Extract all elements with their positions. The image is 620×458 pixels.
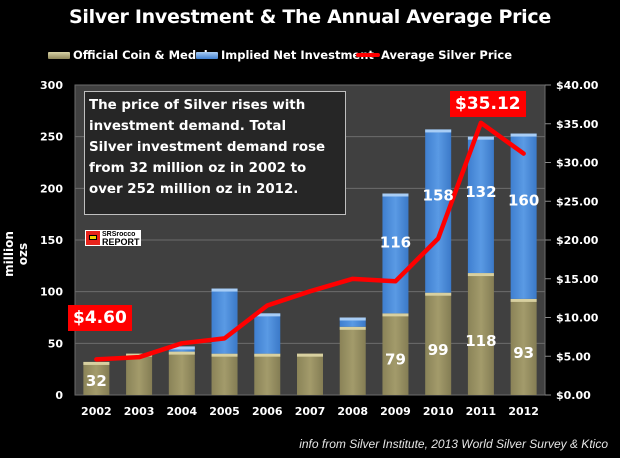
bar-coin-medal — [467, 273, 494, 395]
legend-item-price: Average Silver Price — [356, 48, 512, 62]
bar-coin-medal-cap — [254, 353, 281, 357]
bar-net-investment — [510, 133, 537, 299]
bar-net-investment-cap — [339, 317, 366, 321]
legend-item-coin: Official Coin & Medal — [48, 48, 208, 62]
logo-map-icon — [86, 231, 100, 245]
bar-coin-medal-cap — [297, 353, 323, 357]
bar-coin-medal-cap — [382, 313, 409, 317]
y2-tick-label: $20.00 — [556, 234, 599, 247]
legend-swatch-price — [356, 53, 380, 57]
legend-swatch-coin — [48, 51, 70, 59]
bar-net-investment-cap — [382, 193, 409, 197]
y2-tick-label: $40.00 — [556, 79, 599, 92]
annotation-line: from 32 million oz in 2002 to — [89, 161, 307, 176]
x-tick-label: 2010 — [423, 405, 454, 418]
annotation-line: investment demand. Total — [89, 119, 287, 134]
bar-net-investment — [467, 136, 494, 274]
y2-tick-label: $25.00 — [556, 195, 599, 208]
bar-net-investment — [211, 288, 238, 354]
bar-value-label: 160 — [508, 192, 539, 210]
annotation-box: The price of Silver rises with investmen… — [84, 91, 346, 215]
y2-tick-label: $5.00 — [556, 350, 591, 363]
bar-coin-medal-cap — [168, 351, 195, 355]
source-note: info from Silver Institute, 2013 World S… — [299, 437, 608, 451]
legend-label-coin: Official Coin & Medal — [73, 48, 208, 62]
y2-tick-label: $10.00 — [556, 312, 599, 325]
bar-coin-medal-cap — [467, 273, 494, 277]
x-tick-label: 2011 — [466, 405, 497, 418]
bar-value-label: 32 — [86, 372, 107, 390]
y2-tick-label: $0.00 — [556, 389, 591, 402]
bar-coin-medal — [297, 353, 323, 395]
bar-coin-medal — [425, 292, 452, 395]
y-tick-label: 200 — [40, 182, 63, 195]
bar-coin-medal-cap — [211, 353, 238, 357]
bar-value-label: 93 — [513, 344, 534, 362]
y2-tick-label: $15.00 — [556, 273, 599, 286]
x-tick-label: 2006 — [252, 405, 283, 418]
x-tick-label: 2002 — [81, 405, 112, 418]
bar-net-investment-cap — [211, 288, 238, 292]
bar-net-investment-cap — [510, 133, 537, 137]
bar-coin-medal — [168, 351, 195, 395]
bar-coin-medal-cap — [83, 361, 110, 365]
bar-value-label: 116 — [380, 233, 411, 251]
price-label-peak: $35.12 — [450, 91, 526, 117]
annotation-line: Silver investment demand rose — [89, 140, 326, 155]
bar-coin-medal-cap — [339, 326, 366, 330]
annotation-line: The price of Silver rises with — [89, 98, 306, 113]
legend-label-price: Average Silver Price — [381, 48, 513, 62]
bar-coin-medal — [510, 298, 537, 395]
bar-net-investment — [339, 317, 366, 327]
bar-coin-medal-cap — [510, 298, 537, 302]
x-tick-label: 2012 — [508, 405, 539, 418]
bar-coin-medal — [126, 353, 153, 395]
bar-value-label: 132 — [465, 183, 496, 201]
bar-coin-medal — [211, 353, 238, 395]
x-tick-label: 2009 — [380, 405, 411, 418]
bar-coin-medal — [382, 313, 409, 395]
annotation-line: over 252 million oz in 2012. — [89, 182, 299, 197]
legend-item-net: Implied Net Investment — [196, 48, 374, 62]
bar-net-investment-cap — [254, 313, 281, 317]
x-tick-label: 2003 — [124, 405, 155, 418]
y-tick-label: 250 — [40, 131, 63, 144]
bar-coin-medal — [254, 353, 281, 395]
logo-line1: SRSrocco — [102, 230, 136, 238]
bar-net-investment-cap — [168, 346, 195, 350]
srsrocco-logo: SRSrocco REPORT — [85, 230, 141, 246]
y-tick-label: 100 — [40, 286, 63, 299]
y-tick-label: 300 — [40, 79, 63, 92]
bar-value-label: 79 — [385, 350, 406, 368]
x-tick-label: 2004 — [167, 405, 198, 418]
bar-net-investment-cap — [425, 129, 452, 133]
legend: Official Coin & Medal Implied Net Invest… — [0, 48, 620, 68]
bar-value-label: 118 — [465, 332, 496, 350]
bar-coin-medal — [339, 326, 366, 395]
legend-swatch-net — [196, 51, 218, 59]
y-tick-label: 50 — [48, 337, 64, 350]
price-label-first: $4.60 — [68, 305, 132, 331]
y-tick-label: 0 — [55, 389, 63, 402]
x-tick-label: 2008 — [337, 405, 368, 418]
bar-coin-medal-cap — [425, 292, 452, 296]
bar-value-label: 99 — [428, 341, 449, 359]
bar-net-investment — [254, 313, 281, 354]
logo-line2: REPORT — [102, 236, 140, 247]
x-tick-label: 2005 — [209, 405, 240, 418]
bar-value-label: 158 — [423, 187, 454, 205]
bar-net-investment-cap — [467, 136, 494, 140]
bar-coin-medal — [83, 361, 110, 395]
y2-tick-label: $30.00 — [556, 157, 599, 170]
bar-net-investment — [382, 193, 409, 314]
legend-label-net: Implied Net Investment — [221, 48, 374, 62]
y2-tick-label: $35.00 — [556, 118, 599, 131]
y-tick-label: 150 — [40, 234, 63, 247]
chart-title: Silver Investment & The Annual Average P… — [69, 6, 551, 28]
x-tick-label: 2007 — [295, 405, 326, 418]
